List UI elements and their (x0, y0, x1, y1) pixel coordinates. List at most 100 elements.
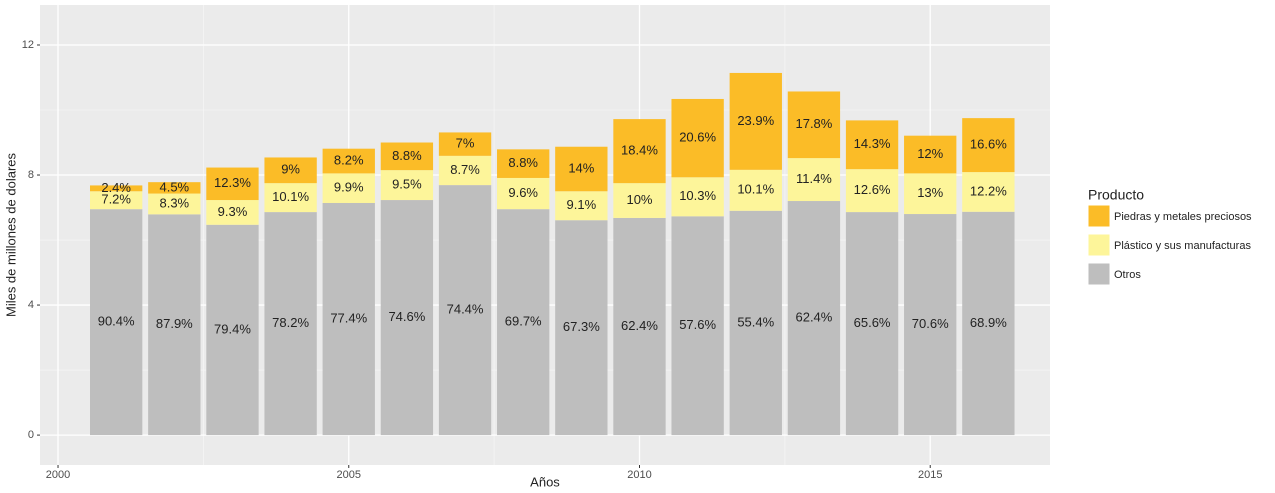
data-label: 17.8% (795, 116, 832, 131)
bar-segment (555, 146, 608, 192)
legend-key (1087, 233, 1111, 257)
bar-segment (90, 185, 143, 192)
data-label: 69.7% (505, 314, 542, 329)
bar-segment (90, 209, 143, 436)
y-axis-title: Miles de millones de dolares (3, 152, 18, 317)
data-label: 68.9% (970, 315, 1007, 330)
bar-segment (264, 157, 317, 184)
data-label: 12% (917, 146, 943, 161)
bar-segment (613, 183, 666, 218)
data-label: 10% (626, 192, 652, 207)
data-label: 4.5% (159, 179, 189, 194)
data-label: 12.6% (854, 182, 891, 197)
bar-segment (671, 98, 724, 178)
bar-segment (613, 217, 666, 436)
data-label: 9% (281, 162, 300, 177)
bar-segment (380, 170, 434, 201)
data-label: 87.9% (156, 316, 193, 331)
data-label: 77.4% (330, 310, 367, 325)
bar-segment (613, 119, 666, 184)
x-tick-label: 2005 (337, 469, 361, 481)
bar-segment (729, 210, 782, 436)
bar-segment (671, 177, 724, 217)
x-tick-label: 2015 (918, 469, 942, 481)
y-tick-label: 0 (28, 429, 34, 441)
bar-segment (322, 202, 375, 436)
bar-segment (206, 224, 259, 436)
data-label: 62.4% (795, 309, 832, 324)
data-label: 10.3% (679, 188, 716, 203)
bar-segment (671, 216, 724, 436)
bar-segment (206, 200, 259, 225)
data-label: 10.1% (272, 189, 309, 204)
data-label: 57.6% (679, 317, 716, 332)
legend-label: Plástico y sus manufacturas (1114, 240, 1251, 252)
data-label: 7% (456, 136, 475, 151)
data-label: 79.4% (214, 321, 251, 336)
data-label: 23.9% (737, 113, 774, 128)
bar-segment (845, 120, 899, 170)
bar-segment (904, 173, 957, 215)
data-label: 12.2% (970, 183, 1007, 198)
x-tick-label: 2000 (46, 469, 70, 481)
data-label: 8.8% (508, 155, 538, 170)
data-label: 11.4% (796, 171, 832, 186)
y-tick-label: 4 (28, 299, 34, 311)
data-label: 9.5% (392, 177, 422, 192)
bar-segment (322, 173, 375, 203)
bar-segment (148, 193, 201, 215)
bar-segment (380, 200, 434, 436)
bar-segment (438, 155, 492, 186)
legend-key (1087, 204, 1111, 228)
data-label: 90.4% (98, 314, 135, 329)
bar-segment (845, 169, 899, 213)
x-tick-label: 2010 (627, 469, 651, 481)
data-label: 62.4% (621, 318, 658, 333)
bar-segment (787, 201, 841, 436)
bar-segment (148, 214, 201, 436)
legend-label: Piedras y metales preciosos (1114, 211, 1252, 223)
data-label: 20.6% (679, 130, 716, 145)
bar-segment (264, 212, 317, 436)
y-tick-label: 8 (28, 169, 34, 181)
data-label: 67.3% (563, 319, 600, 334)
data-label: 9.6% (508, 185, 538, 200)
bar-segment (380, 142, 434, 171)
data-label: 18.4% (621, 143, 658, 158)
data-label: 8.2% (334, 152, 364, 167)
data-label: 70.6% (912, 316, 949, 331)
bar-segment (962, 172, 1015, 212)
data-label: 65.6% (854, 315, 891, 330)
bar-segment (729, 72, 782, 170)
y-tick-label: 12 (22, 39, 34, 51)
data-label: 13% (917, 185, 943, 200)
bar-segment (206, 167, 259, 201)
data-label: 2.4% (101, 180, 131, 195)
bar-segment (497, 209, 550, 436)
bar-segment (264, 183, 317, 213)
data-label: 55.4% (737, 314, 774, 329)
bar-segment (555, 220, 608, 436)
legend-label: Otros (1114, 269, 1141, 281)
data-label: 9.3% (218, 204, 248, 219)
bar-segment (904, 214, 957, 436)
bar-segment (148, 182, 201, 194)
data-label: 74.6% (388, 309, 425, 324)
data-label: 8.7% (450, 162, 480, 177)
data-label: 9.9% (334, 180, 364, 195)
legend-title: Producto (1088, 187, 1144, 203)
data-label: 78.2% (272, 315, 309, 330)
bar-segment (90, 191, 143, 210)
data-label: 74.4% (447, 302, 484, 317)
bar-segment (438, 132, 492, 156)
bar-segment (438, 185, 492, 436)
data-label: 16.6% (970, 137, 1007, 152)
data-label: 7.2% (101, 192, 131, 207)
bar-segment (787, 91, 841, 159)
bar-segment (729, 169, 782, 211)
x-axis-title: Años (530, 474, 560, 488)
data-label: 8.3% (159, 195, 189, 210)
bar-segment (497, 149, 550, 178)
bar-segment (904, 135, 957, 174)
